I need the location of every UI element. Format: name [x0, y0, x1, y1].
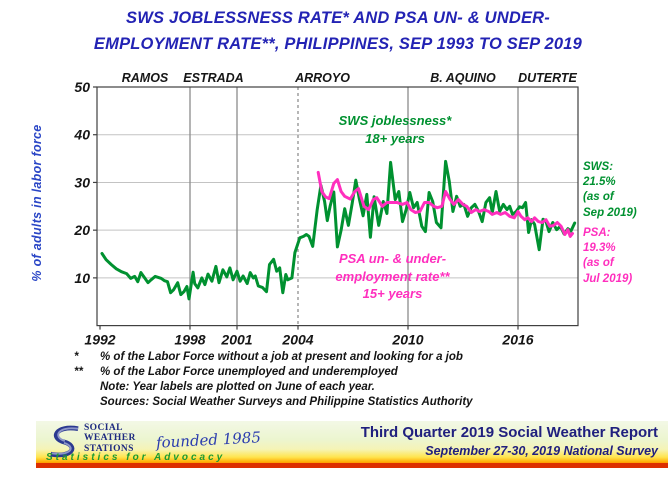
- svg-text:1998: 1998: [174, 332, 205, 348]
- report-subtitle: September 27-30, 2019 National Survey: [425, 444, 658, 458]
- psa-latest-value-label: PSA: 19.3% (as of Jul 2019): [583, 227, 633, 285]
- plot-area: 10 20 30 40 50 1992 1998 2001 2004 2010 2016 RAMOS E…: [73, 71, 579, 348]
- footer-banner: SOCIAL WEATHER STATIONS founded 1985 Sta…: [36, 421, 668, 468]
- svg-text:1992: 1992: [84, 332, 115, 348]
- svg-text:DUTERTE: DUTERTE: [518, 71, 577, 85]
- svg-text:ARROYO: ARROYO: [294, 71, 350, 85]
- svg-text:RAMOS: RAMOS: [122, 71, 169, 85]
- sws-org-name: SOCIAL WEATHER STATIONS: [84, 423, 136, 454]
- svg-text:2010: 2010: [391, 332, 423, 348]
- chart-title: SWS JOBLESSNESS RATE* AND PSA UN- & UNDE…: [93, 9, 583, 53]
- sws-latest-value-label: SWS: 21.5% (as of Sep 2019): [583, 161, 637, 219]
- plot-frame: [96, 86, 579, 327]
- svg-text:30: 30: [74, 174, 90, 190]
- footnote-underemployment: ** % of the Labor Force unemployed and u…: [74, 365, 649, 380]
- x-axis-ticks: 1992 1998 2001 2004 2010 2016: [84, 325, 534, 348]
- footnotes-block: * % of the Labor Force without a job at …: [74, 350, 649, 410]
- footnote-marker: *: [74, 351, 79, 363]
- svg-text:50: 50: [74, 79, 90, 95]
- y-axis-ticks: 10 20 30 40 50: [73, 79, 97, 286]
- sws-founded-text: founded 1985: [155, 428, 262, 452]
- svg-text:2001: 2001: [220, 332, 252, 348]
- svg-text:20: 20: [73, 222, 90, 238]
- footnote-text: % of the Labor Force without a job at pr…: [100, 351, 463, 363]
- footnote-text: Sources: Social Weather Surveys and Phil…: [100, 395, 473, 408]
- svg-text:40: 40: [73, 127, 90, 143]
- footnote-text: Note: Year labels are plotted on June of…: [100, 380, 375, 393]
- footnote-sources: Sources: Social Weather Surveys and Phil…: [74, 395, 649, 410]
- sws-motto: Statistics for Advocacy: [46, 452, 226, 463]
- svg-text:10: 10: [74, 270, 90, 286]
- sws-logo-icon: [50, 425, 79, 458]
- svg-text:ESTRADA: ESTRADA: [183, 71, 243, 85]
- report-title: Third Quarter 2019 Social Weather Report: [360, 424, 658, 441]
- svg-text:B. AQUINO: B. AQUINO: [430, 71, 496, 85]
- sws-joblessness-line: [100, 159, 577, 301]
- svg-text:2016: 2016: [501, 332, 533, 348]
- psa-underemployment-line: [316, 170, 574, 238]
- footnote-marker: [74, 395, 100, 410]
- footnote-marker: **: [74, 365, 83, 378]
- footnote-marker: [74, 380, 100, 395]
- footnote-text: % of the Labor Force unemployed and unde…: [100, 365, 398, 378]
- footnote-joblessness: * % of the Labor Force without a job at …: [74, 350, 649, 365]
- era-labels: RAMOS ESTRADA ARROYO B. AQUINO DUTERTE: [122, 71, 578, 85]
- sws-series-label: SWS joblessness* 18+ years: [338, 113, 452, 146]
- footnote-note: Note: Year labels are plotted on June of…: [74, 380, 649, 395]
- footer-red-strip: [36, 463, 668, 468]
- psa-series-label: PSA un- & under- employment rate** 15+ y…: [335, 251, 450, 302]
- svg-text:2004: 2004: [281, 332, 313, 348]
